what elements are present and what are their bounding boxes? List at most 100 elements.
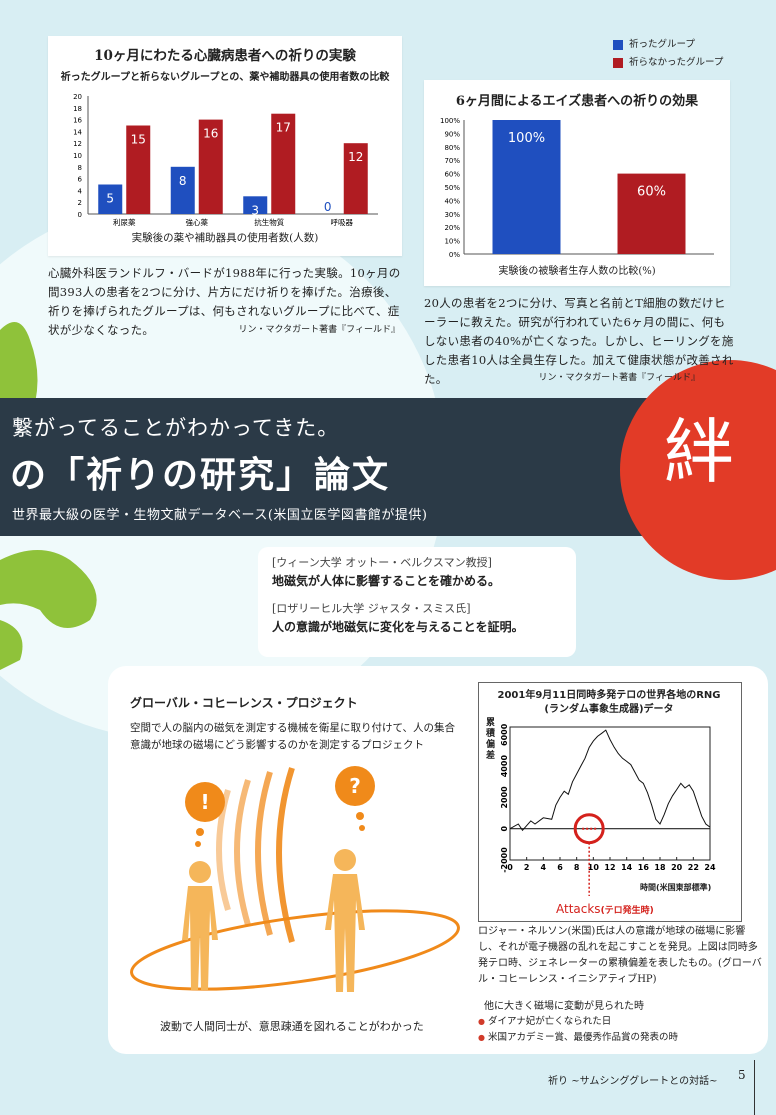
question-mark: ? — [349, 774, 361, 798]
x-tick-label: 0 — [507, 863, 513, 872]
banner-circle — [620, 398, 776, 536]
bar-value-label: 0 — [324, 200, 332, 214]
bar-value-label: 5 — [106, 192, 114, 206]
chart2-plot: 0% 10% 20% 30% 40% 50% 60% 70% 80% 90% 100% 100% 60% — [440, 117, 714, 259]
bar-value-label: 100% — [508, 131, 545, 146]
attacks-label: Attacks(テロ発生時) — [556, 898, 654, 917]
bar — [243, 196, 268, 214]
chart1-subtitle: 祈ったグループと祈らないグループとの、薬や補助器具の使用者数の比較 — [60, 72, 390, 83]
question-bubble — [335, 766, 375, 806]
y-tick-label: 4000 — [500, 755, 509, 778]
event-item: 米国アカデミー賞、最優秀作品賞の発表の時 — [478, 1030, 768, 1046]
y-tick-label: 6 — [78, 176, 83, 184]
x-tick-label: 6 — [557, 863, 563, 872]
bubble-item2-head: [ロザリーヒル大学 ジャスタ・スミス氏] — [272, 602, 471, 615]
research-bubble — [258, 547, 576, 657]
y-tick-label: 2 — [78, 199, 82, 207]
banner-kanji: 絆 — [664, 411, 734, 493]
question-symbol: ? — [349, 774, 361, 798]
y-tick-label: 20 — [73, 93, 82, 101]
x-tick-label: 2 — [524, 863, 530, 872]
exclaim-symbol: ! — [200, 790, 209, 814]
rng-caption: ロジャー・ネルソン(米国)氏は人の意識が地球の磁場に影響し、それが電子機器の乱れ… — [478, 926, 762, 985]
x-tick-label: 利尿薬 — [113, 217, 136, 226]
bubble-item2-body: 人の意識が地磁気に変化を与えることを証明。 — [272, 620, 524, 634]
bar-value-label: 8 — [179, 174, 187, 188]
x-tick-label: 20 — [671, 863, 683, 872]
rng-series-line — [509, 729, 711, 832]
wave-arcs — [216, 767, 295, 943]
y-tick-label: 16 — [73, 117, 82, 125]
x-tick-label: 16 — [638, 863, 650, 872]
footer-subtitle: ~サムシンググレートとの対話~ — [571, 1076, 718, 1087]
bar — [198, 119, 223, 214]
y-tick-label: 2000 — [500, 786, 509, 809]
page-number: 5 — [738, 1068, 746, 1082]
chart2-caption: 20人の患者を2つに分け、写真と名前とT細胞の数だけヒーラーに教えた。研究が行わ… — [424, 296, 734, 386]
bubble-item1-head: [ウィーン大学 オットー・ベルクスマン教授] — [272, 556, 492, 569]
banner-title: の「祈りの研究」論文 — [10, 454, 391, 496]
y-tick-label: 90% — [444, 130, 460, 138]
bubble-tail — [258, 574, 266, 590]
rng-subtitle: (ランダム事象生成器)データ — [544, 704, 674, 715]
x-tick-label: 18 — [654, 863, 666, 872]
rng-title: 2001年9月11日同時多発テロの世界各地のRNG — [497, 690, 721, 701]
gcp-description: 空間で人の脳内の磁気を測定する機械を衛星に取り付けて、人の集合意識が地球の磁場に… — [130, 722, 455, 751]
legend-label: 祈らなかったグループ — [629, 57, 724, 68]
y-tick-label: 10 — [73, 152, 82, 160]
bubble-item1-body: 地磁気が人体に影響することを確かめる。 — [272, 574, 501, 588]
bar-value-label: 15 — [131, 133, 146, 147]
x-tick-label: 14 — [621, 863, 633, 872]
chart1-caption: 心臓外科医ランドルフ・バードが1988年に行った実験。10ヶ月の間393人の患者… — [48, 266, 401, 337]
exclaim-bubble — [185, 782, 225, 822]
x-tick-label: 8 — [574, 863, 580, 872]
legend-item-prayed: 祈ったグループ — [613, 36, 763, 54]
y-tick-label: 80% — [444, 144, 460, 152]
bar — [271, 113, 296, 214]
chart2-xlabel: 実験後の被験者生存人数の比較(%) — [498, 266, 656, 277]
y-tick-label: 50% — [444, 184, 460, 192]
x-tick-label: 22 — [688, 863, 699, 872]
chart1-card: 10ヶ月にわたる心臓病患者への祈りの実験 祈ったグループと祈らないグループとの、… — [48, 36, 402, 256]
bar-value-label: 60% — [637, 185, 666, 200]
legend-item-not-prayed: 祈らなかったグループ — [613, 54, 763, 72]
chart2-source: リン・マクタガート著書『フィールド』 — [538, 373, 700, 383]
bar-value-label: 12 — [348, 150, 363, 164]
exclaim-mark: ! — [200, 790, 209, 814]
x-tick-label: 4 — [541, 863, 547, 872]
events-title: 他に大きく磁場に変動が見られた時 — [484, 1001, 644, 1012]
x-tick-label: 24 — [704, 863, 716, 872]
x-tick-label: 抗生物質 — [254, 217, 284, 226]
bar-value-label: 3 — [251, 203, 259, 217]
chart1-source: リン・マクタガート著書『フィールド』 — [238, 325, 400, 335]
people-illustration — [130, 766, 460, 992]
gcp-title: グローバル・コヒーレンス・プロジェクト — [130, 696, 358, 710]
chart2-title: 6ヶ月間によるエイズ患者への祈りの効果 — [455, 94, 699, 109]
bar — [98, 184, 123, 214]
y-tick-label: 14 — [73, 128, 82, 136]
y-tick-label: 0 — [78, 211, 82, 219]
event-item: ダイアナ妃が亡くなられた日 — [478, 1014, 768, 1030]
chart1-xlabel: 実験後の薬や補助器具の使用者数(人数) — [131, 232, 319, 244]
bar — [343, 143, 368, 214]
bubble-content: [ウィーン大学 オットー・ベルクスマン教授] 地磁気が人体に影響することを確かめ… — [272, 553, 572, 637]
legend: 祈ったグループ 祈らなかったグループ — [613, 36, 763, 72]
chart1-title: 10ヶ月にわたる心臓病患者への祈りの実験 — [94, 48, 356, 64]
y-tick-label: 8 — [78, 164, 82, 172]
chart1-plot: 0 2 4 6 8 10 12 14 16 18 20 5 15 利尿薬 8 16 強心薬 3 17 抗生物質 0 12 呼… — [73, 93, 378, 226]
y-tick-label: 4 — [78, 187, 83, 195]
bar — [126, 125, 151, 214]
y-tick-label: 60% — [444, 171, 460, 179]
y-tick-label: -2000 — [500, 847, 509, 873]
bar-value-label: 17 — [276, 121, 291, 135]
y-tick-label: 30% — [444, 211, 460, 219]
x-tick-label: 12 — [604, 863, 615, 872]
bar-value-label: 16 — [203, 127, 218, 141]
rng-chart-frame — [478, 682, 742, 922]
rng-xlabel: 時間(米国東部標準) — [640, 883, 712, 892]
y-tick-label: 100% — [440, 117, 460, 125]
attacks-text: Attacks — [556, 902, 601, 916]
x-tick-label: 10 — [588, 863, 600, 872]
x-tick-label: 強心薬 — [186, 217, 209, 226]
